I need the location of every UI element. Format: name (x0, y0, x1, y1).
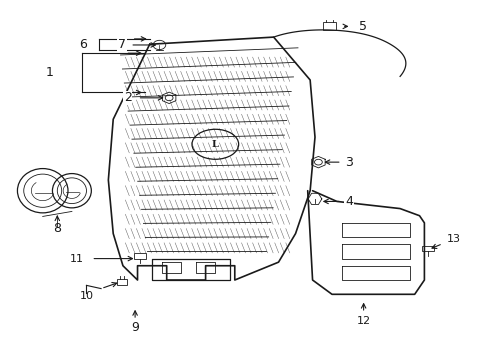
Text: 7: 7 (118, 39, 126, 51)
Text: 1: 1 (46, 66, 54, 79)
Text: 2: 2 (123, 91, 131, 104)
Text: 13: 13 (446, 234, 460, 244)
Bar (322, 22, 336, 30)
Text: 5: 5 (358, 20, 366, 33)
Bar (134, 253, 145, 258)
Text: 6: 6 (79, 38, 87, 51)
Text: 12: 12 (356, 316, 370, 326)
Text: 10: 10 (80, 291, 93, 301)
Text: 4: 4 (345, 195, 352, 208)
Bar (422, 246, 433, 251)
Text: 8: 8 (53, 222, 61, 235)
Bar (117, 279, 126, 285)
Text: 11: 11 (70, 253, 83, 264)
Text: 3: 3 (345, 156, 352, 168)
Text: 9: 9 (131, 321, 139, 334)
Text: L: L (211, 140, 218, 149)
